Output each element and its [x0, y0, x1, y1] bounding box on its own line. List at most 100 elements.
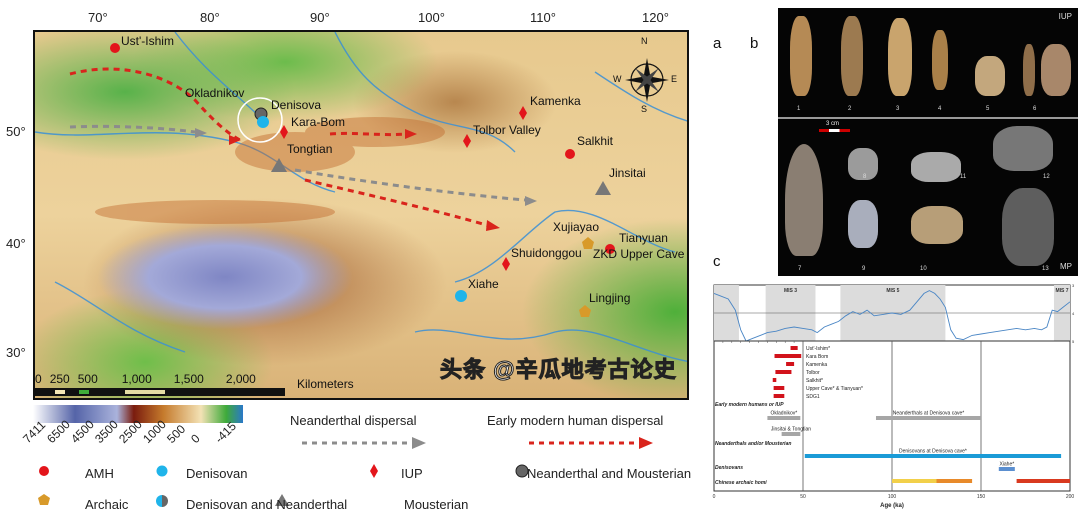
site-label: Kara-Bom [291, 115, 346, 129]
bar-label: Kamenka [806, 362, 827, 368]
x-tick-label: 50 [800, 494, 806, 500]
artifact-number: 3 [896, 106, 900, 112]
artifact-number: 13 [1042, 266, 1049, 272]
mousterian-legend-icon [275, 494, 289, 506]
artifact-number: 11 [960, 174, 967, 180]
legend-archaic: Archaic [85, 497, 129, 512]
bar-label: Denisovans at Denisova cave* [899, 449, 967, 455]
artifact-image [1023, 44, 1035, 96]
mis-label: MIS 7 [1055, 288, 1068, 294]
compass-s: S [641, 104, 648, 114]
neanderthal-dispersal-arrow [69, 124, 196, 134]
mis-label: MIS 5 [886, 288, 899, 294]
site-label: Tolbor Valley [473, 123, 541, 137]
compass-n: N [641, 36, 648, 46]
artifact-image [848, 148, 878, 180]
lat-label: 40° [6, 236, 26, 251]
artifact-number: 7 [798, 266, 802, 272]
climate-curve [713, 290, 1071, 342]
denisovan-marker [455, 290, 467, 302]
age-bar [767, 416, 801, 420]
panel-divider [778, 117, 1078, 119]
scale-tick: 250 [49, 372, 70, 386]
scale-tick: 2,000 [225, 372, 256, 386]
lon-label: 70° [88, 10, 108, 25]
site-label: Ust'-Ishim [121, 34, 174, 48]
denisovan-legend-icon [156, 465, 168, 477]
elevation-tick: -415 [212, 419, 239, 446]
scale-tick: 1,000 [121, 372, 152, 386]
artifact-number: 10 [920, 266, 927, 272]
lon-label: 120° [642, 10, 669, 25]
amh-legend-icon [39, 466, 49, 476]
denisovan-neanderthal-legend-icon [162, 495, 168, 507]
artifact-image [848, 200, 878, 248]
archaic-legend-icon [38, 494, 50, 505]
denisovan-marker [257, 116, 269, 128]
scale-ticks: 0 250 500 1,000 1,500 2,000 [35, 372, 295, 386]
scale-tick: 500 [77, 372, 98, 386]
bar-label: Upper Cave* & Tianyuan* [806, 386, 863, 392]
rivers [35, 32, 687, 362]
iup-marker [463, 134, 471, 148]
age-bar [998, 467, 1015, 471]
emh-dispersal-arrow [304, 178, 491, 228]
bar-label: Jinsitai & Tongtian [771, 427, 811, 433]
climate-ytick: 3 [1072, 283, 1075, 288]
iup-marker [502, 257, 510, 271]
site-label: Xiahe [468, 277, 499, 291]
lon-label: 90° [310, 10, 330, 25]
map-panel: Okladnikov Ust'-Ishim Denisova Kara-Bom … [33, 30, 689, 400]
mis-label: MIS 3 [784, 288, 797, 294]
legend-amh: AMH [85, 466, 114, 481]
artifact-image [888, 18, 912, 96]
legend-denisovan: Denisovan [186, 466, 248, 481]
scale-bar-3cm [819, 129, 850, 132]
age-bar [773, 394, 785, 398]
artifact-number: 9 [862, 266, 866, 272]
climate-ytick: 4 [1072, 311, 1075, 316]
age-chart: MIS 3 MIS 5 MIS 7 3 4 5 Ust'-Ishim* Kara Bom Kam… [713, 283, 1075, 509]
emh-dispersal-arrow [69, 67, 241, 142]
group-label: Chinese archaic homi [715, 480, 767, 486]
x-tick-label: 0 [713, 494, 716, 500]
bar-label: Neanderthals at Denisova cave* [893, 411, 964, 417]
compass-rose-icon [625, 58, 669, 102]
age-bar [781, 432, 801, 436]
artifact-image [790, 16, 812, 96]
bar-label: Okladnikov* [771, 411, 798, 417]
lon-label: 100° [418, 10, 445, 25]
age-bar [786, 362, 795, 366]
emh-dispersal-label: Early modern human dispersal [487, 413, 664, 428]
age-bar [774, 354, 802, 358]
neanderthal-arrow-legend-icon [302, 437, 426, 449]
site-label: ZKD Upper Cave [593, 247, 685, 261]
legend-mousterian: Mousterian [404, 497, 469, 512]
artifact-photos-panel: IUP MP 3 cm 1 2 3 4 5 6 7 8 9 10 11 12 13 [778, 8, 1078, 276]
denisova-highlight-circle [237, 97, 283, 143]
lat-label: 30° [6, 345, 26, 360]
site-label: Salkhit [577, 134, 614, 148]
group-label: Neanderthals and/or Mousterian [715, 441, 791, 447]
legend-denisovan-neanderthal: Denisovan and Neanderthal [186, 497, 348, 512]
compass-e: E [671, 74, 678, 84]
artifact-number: 8 [863, 174, 867, 180]
panel-label-b: b [750, 35, 759, 52]
artifact-image [975, 56, 1005, 96]
panel-label-c: c [713, 253, 721, 270]
group-label: Early modern humans or IUP [715, 402, 784, 408]
bar-label: Kara Bom [806, 354, 828, 360]
artifact-image [785, 144, 823, 256]
iup-legend-icon [370, 464, 378, 478]
artifact-number: 6 [1033, 106, 1037, 112]
artifact-image [932, 30, 948, 90]
age-bar [790, 346, 798, 350]
bar-label: Salkhit* [806, 378, 823, 384]
mousterian-marker [595, 181, 611, 195]
amh-marker [605, 244, 615, 254]
emh-arrow-legend-icon [529, 437, 653, 449]
climate-ytick: 5 [1072, 339, 1075, 344]
artifact-image [1002, 188, 1054, 266]
bar-label: SDG1 [806, 394, 820, 400]
lon-label: 110° [530, 10, 556, 25]
